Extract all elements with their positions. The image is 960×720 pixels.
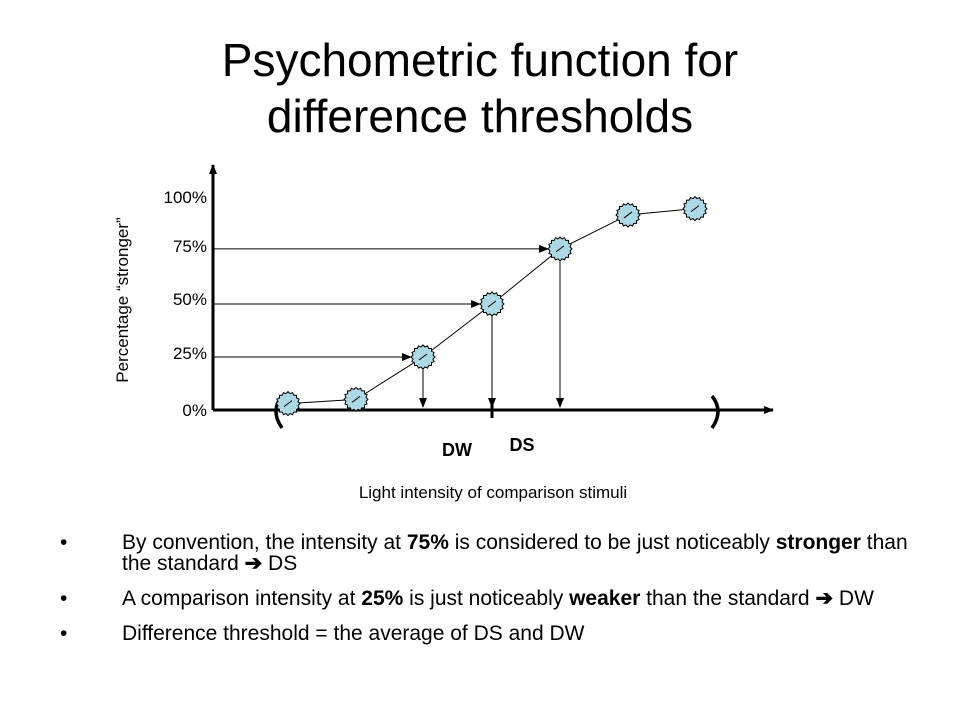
- threshold-guides: [213, 244, 564, 408]
- y-tick-labels: 0% 25% 50% 75% 100%: [164, 188, 207, 420]
- bullet-emphasis: ➔: [815, 587, 834, 610]
- bullet-text: is considered to be just noticeably: [448, 531, 776, 554]
- bullet-marker: •: [60, 531, 68, 554]
- ds-label: DS: [509, 435, 534, 455]
- y-tick-label: 100%: [164, 188, 207, 207]
- bullet-text: DS: [262, 552, 298, 575]
- bullet-item: • Difference threshold = the average of D…: [60, 623, 920, 644]
- range-right-bracket: [710, 394, 720, 430]
- bullet-text: is just noticeably: [403, 587, 570, 610]
- bullet-text: than the standard: [640, 587, 816, 610]
- bullet-marker: •: [60, 622, 68, 645]
- y-axis-label: Percentage “stronger”: [113, 217, 132, 383]
- bullet-text: DW: [833, 587, 874, 610]
- bullet-text: By convention, the intensity at: [122, 531, 407, 554]
- y-tick-label: 0%: [182, 401, 207, 420]
- x-axis-label: Light intensity of comparison stimuli: [359, 483, 627, 502]
- data-point: [275, 390, 301, 417]
- data-point: [410, 344, 436, 370]
- y-tick-label: 25%: [173, 344, 207, 363]
- data-points: [275, 195, 708, 417]
- bullet-item: • A comparison intensity at 25% is just n…: [60, 588, 920, 609]
- slide-title-line-1: Psychometric function for: [221, 34, 739, 86]
- data-point: [547, 236, 573, 262]
- dw-label: DW: [442, 440, 472, 460]
- psychometric-chart: Percentage “stronger” 0% 25% 50% 75% 100% DW…: [113, 164, 774, 502]
- data-point: [479, 291, 505, 317]
- slide-title: Psychometric function for difference thr…: [0, 32, 960, 144]
- bullet-emphasis: 75%: [406, 531, 449, 554]
- data-point: [343, 386, 369, 413]
- bullet-marker: •: [60, 587, 68, 610]
- bullet-text: than the standard: [122, 531, 908, 575]
- bullet-emphasis: 25%: [361, 587, 404, 610]
- bullet-emphasis: weaker: [569, 587, 641, 610]
- bullet-text: A comparison intensity at: [122, 587, 362, 610]
- bullet-text: Difference threshold = the average of DS…: [122, 622, 585, 645]
- bullet-item: • By convention, the intensity at 75% is …: [60, 532, 920, 574]
- slide-title-line-2: difference thresholds: [266, 90, 694, 142]
- y-tick-label: 50%: [173, 290, 207, 309]
- data-point: [682, 195, 708, 222]
- bullet-emphasis: stronger: [775, 531, 861, 554]
- y-tick-label: 75%: [173, 237, 207, 256]
- data-point: [615, 202, 641, 228]
- bullet-emphasis: ➔: [244, 552, 263, 575]
- bullet-list: • By convention, the intensity at 75% is …: [60, 532, 920, 658]
